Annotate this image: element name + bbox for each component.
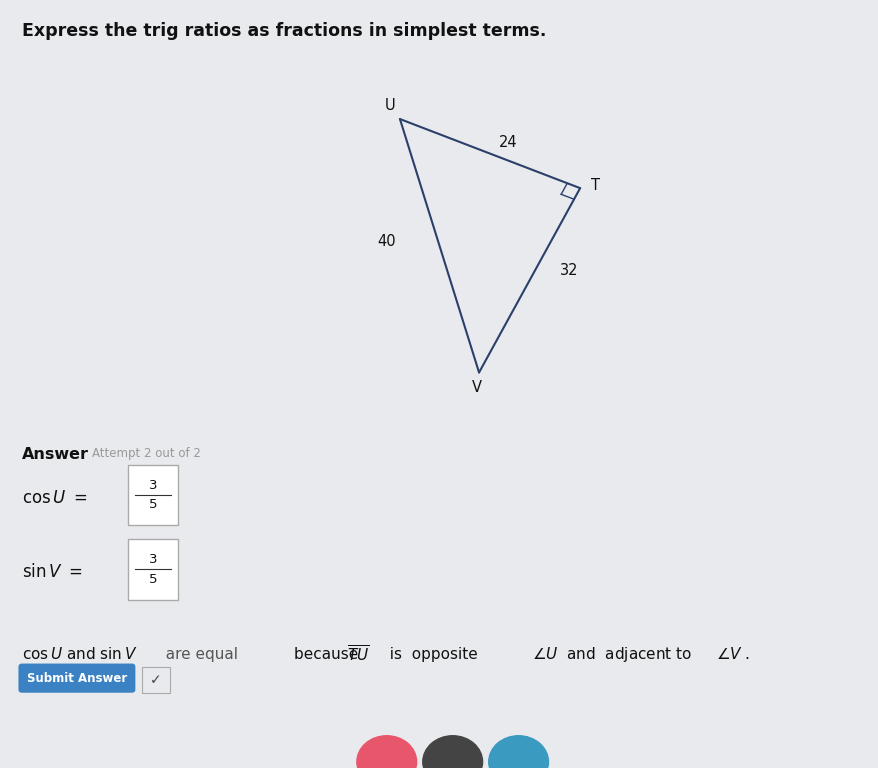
Circle shape (488, 736, 548, 768)
Text: Submit Answer: Submit Answer (26, 672, 127, 684)
Text: 40: 40 (377, 234, 396, 250)
Text: Express the trig ratios as fractions in simplest terms.: Express the trig ratios as fractions in … (22, 22, 546, 39)
Text: $\overline{TU}$: $\overline{TU}$ (347, 644, 370, 664)
Text: T: T (591, 178, 600, 194)
Text: $\sin V\ =$: $\sin V\ =$ (22, 563, 83, 581)
Text: $\cos U\ =$: $\cos U\ =$ (22, 488, 88, 507)
FancyBboxPatch shape (128, 539, 177, 600)
Text: $\angle V$ .: $\angle V$ . (716, 647, 750, 662)
Circle shape (422, 736, 482, 768)
Text: $\angle U$  and  adjacent to: $\angle U$ and adjacent to (531, 645, 691, 664)
FancyBboxPatch shape (141, 667, 169, 693)
Text: Attempt 2 out of 2: Attempt 2 out of 2 (92, 447, 201, 460)
Text: 3: 3 (148, 478, 157, 492)
Text: 3: 3 (148, 553, 157, 566)
Text: 5: 5 (148, 573, 157, 586)
Circle shape (356, 736, 416, 768)
Text: Answer: Answer (22, 447, 89, 462)
Text: $\cos U$ and $\sin V$: $\cos U$ and $\sin V$ (22, 647, 137, 662)
Text: because: because (294, 647, 363, 662)
Text: ✓: ✓ (149, 673, 162, 687)
Text: U: U (385, 98, 395, 114)
Text: is  opposite: is opposite (379, 647, 477, 662)
FancyBboxPatch shape (18, 664, 135, 693)
Text: 32: 32 (559, 263, 579, 278)
Text: 5: 5 (148, 498, 157, 511)
Text: 24: 24 (498, 135, 517, 151)
Text: V: V (471, 379, 482, 395)
Text: are equal: are equal (156, 647, 238, 662)
FancyBboxPatch shape (128, 465, 177, 525)
